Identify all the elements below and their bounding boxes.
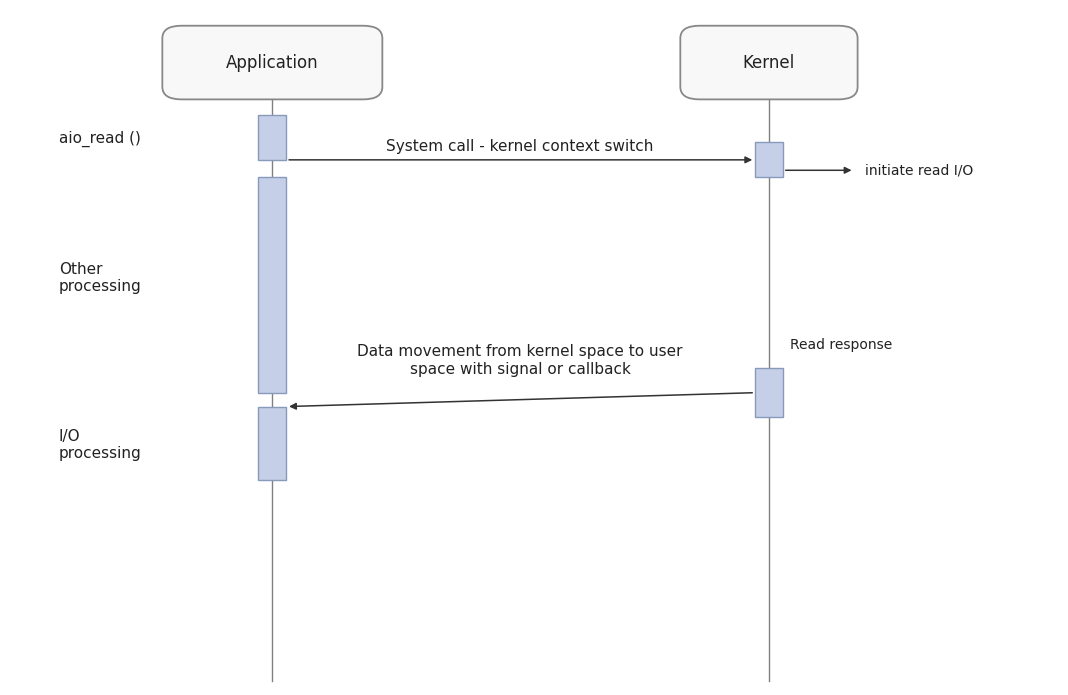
- Text: System call - kernel context switch: System call - kernel context switch: [387, 138, 654, 154]
- Text: Read response: Read response: [790, 338, 893, 352]
- Text: Application: Application: [226, 54, 318, 72]
- FancyBboxPatch shape: [162, 26, 382, 99]
- Bar: [755, 368, 783, 417]
- Text: initiate read I/O: initiate read I/O: [865, 163, 973, 177]
- Text: Data movement from kernel space to user
space with signal or callback: Data movement from kernel space to user …: [358, 344, 682, 377]
- Bar: [258, 115, 286, 160]
- Text: aio_read (): aio_read (): [59, 131, 141, 147]
- Bar: [755, 142, 783, 177]
- Text: Other
processing: Other processing: [59, 262, 141, 294]
- Text: Kernel: Kernel: [743, 54, 795, 72]
- Text: I/O
processing: I/O processing: [59, 429, 141, 461]
- Bar: [258, 407, 286, 480]
- FancyBboxPatch shape: [680, 26, 858, 99]
- Bar: [258, 177, 286, 393]
